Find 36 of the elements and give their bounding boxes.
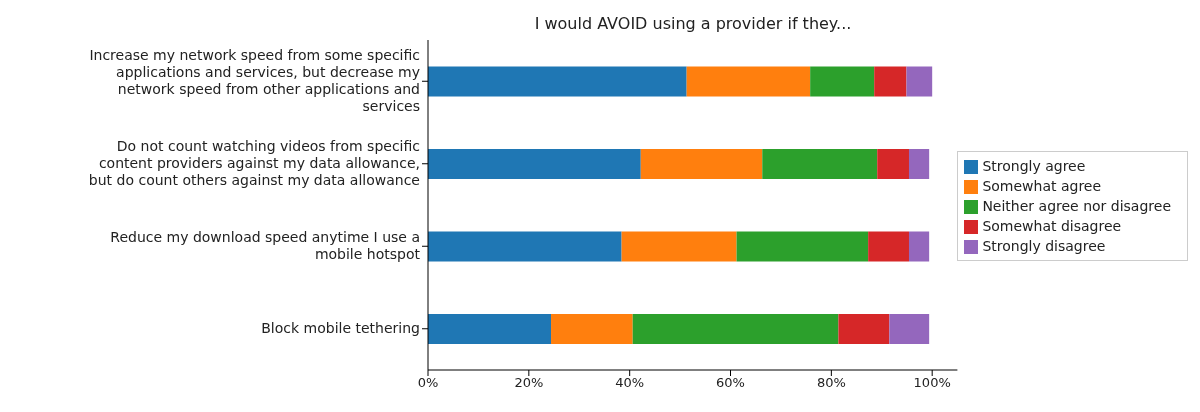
bar (810, 66, 875, 97)
bar (428, 148, 641, 179)
bar (908, 231, 930, 262)
y-tick-label: Do not count watching videos from specific content providers against my data allowance, but do count others against my data allowance (88, 137, 420, 188)
bar (906, 66, 933, 97)
bar (877, 148, 909, 179)
bar (640, 148, 763, 179)
legend-label: Somewhat disagree (982, 218, 1122, 234)
bar (428, 313, 552, 344)
chart-title: I would AVOID using a provider if they... (533, 14, 853, 33)
legend-label: Strongly agree (982, 158, 1086, 174)
bar (621, 231, 737, 262)
bar (632, 313, 839, 344)
legend-label: Neither agree nor disagree (982, 198, 1171, 214)
x-tick-label: 20% (514, 375, 544, 391)
x-tick-label: 80% (816, 375, 846, 391)
x-tick-label: 60% (716, 375, 745, 391)
y-tick-label: Increase my network speed from some specific applications and services, but decrease my network speed from other applications and services (89, 46, 420, 114)
y-tick-label: Reduce my download speed anytime I use a mobile hotspot (110, 228, 421, 262)
bar (762, 148, 878, 179)
y-tick-label: Block mobile tethering (261, 319, 420, 336)
bar (838, 313, 890, 344)
bar (868, 231, 909, 262)
bar (874, 66, 907, 97)
bar (551, 313, 633, 344)
bar (686, 66, 811, 97)
bar (908, 148, 930, 179)
bar (889, 313, 930, 344)
x-tick-label: 100% (913, 375, 951, 391)
bar (736, 231, 869, 262)
bar (428, 66, 687, 97)
x-tick-label: 40% (615, 375, 645, 391)
legend-label: Strongly disagree (982, 238, 1106, 254)
x-tick-label: 0% (417, 375, 439, 391)
legend-label: Somewhat agree (982, 178, 1102, 194)
bar (428, 231, 622, 262)
